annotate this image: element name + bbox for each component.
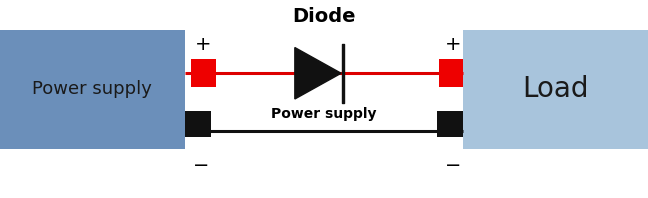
- Bar: [439, 59, 463, 87]
- Text: Power supply: Power supply: [272, 107, 376, 121]
- Text: Load: Load: [522, 75, 589, 103]
- Text: −: −: [445, 156, 462, 175]
- Bar: [0, 30, 185, 148]
- Bar: [185, 111, 211, 137]
- Bar: [463, 30, 648, 148]
- Polygon shape: [295, 48, 341, 99]
- Text: Diode: Diode: [292, 7, 356, 26]
- Text: −: −: [192, 156, 209, 175]
- Bar: [437, 111, 463, 137]
- Bar: [191, 59, 216, 87]
- Text: +: +: [194, 35, 211, 54]
- Text: +: +: [445, 35, 462, 54]
- Text: Power supply: Power supply: [32, 80, 152, 98]
